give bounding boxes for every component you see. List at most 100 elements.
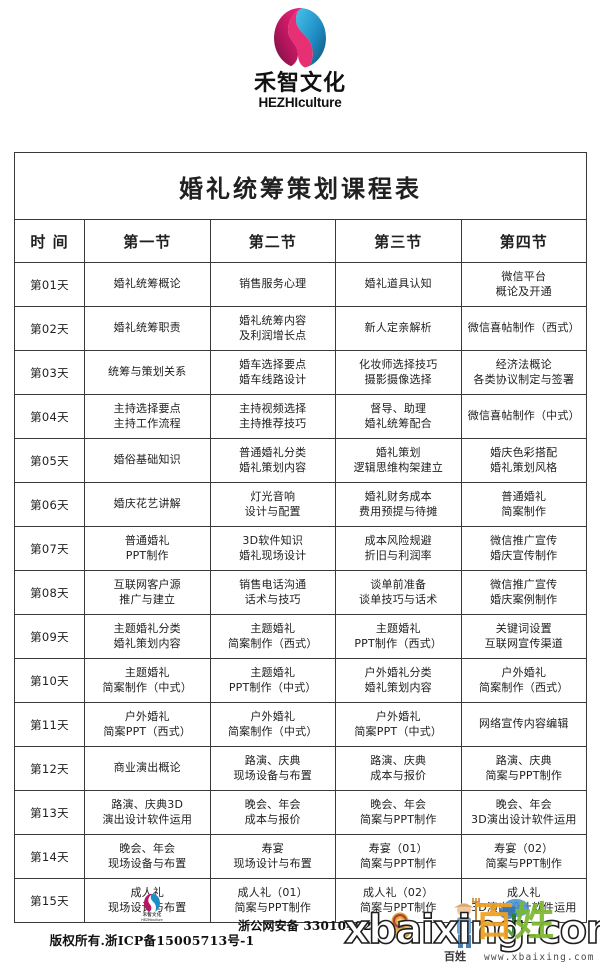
course-cell: 路演、庆典 成本与报价 [335, 746, 462, 791]
course-cell: 销售服务心理 [209, 262, 336, 307]
table-row: 第01天 婚礼统筹概论 销售服务心理 婚礼道具认知 微信平台 概论及开通 [14, 262, 588, 307]
day-label: 第02天 [14, 306, 85, 351]
day-label: 第09天 [14, 614, 85, 659]
course-cell: 晚会、年会 3D演出设计软件运用 [460, 790, 588, 835]
course-cell: 路演、庆典 现场设备与布置 [209, 746, 336, 791]
course-cell: 婚庆色彩搭配 婚礼策划风格 [460, 438, 588, 483]
course-cell: 化妆师选择技巧 摄影摄像选择 [335, 350, 462, 395]
brand-name-en: HEZHIculture [258, 95, 342, 111]
day-label: 第05天 [14, 438, 85, 483]
course-cell: 晚会、年会 简案与PPT制作 [335, 790, 462, 835]
table-header-row: 时 间 第一节 第二节 第三节 第四节 [14, 219, 588, 263]
day-label: 第07天 [14, 526, 85, 571]
course-cell: 婚庆花艺讲解 [84, 482, 211, 527]
course-cell: 婚礼道具认知 [335, 262, 462, 307]
course-cell: 婚车选择要点 婚车线路设计 [209, 350, 336, 395]
course-cell: 销售电话沟通 话术与技巧 [209, 570, 336, 615]
course-cell: 商业演出概论 [84, 746, 211, 791]
course-cell: 普通婚礼 PPT制作 [84, 526, 211, 571]
course-cell: 谈单前准备 谈单技巧与话术 [335, 570, 462, 615]
day-label: 第08天 [14, 570, 85, 615]
footer-beian-block[interactable]: 浙公网安备 330104020 [238, 910, 414, 940]
table-row: 第14天 晚会、年会 现场设备与布置 寿宴 现场设计与布置 寿宴（01） 简案与… [14, 834, 588, 879]
day-label: 第04天 [14, 394, 85, 439]
course-cell: 普通婚礼 简案制作 [460, 482, 588, 527]
course-cell: 路演、庆典3D 演出设计软件运用 [84, 790, 211, 835]
course-cell: 户外婚礼分类 婚礼策划内容 [335, 658, 462, 703]
course-cell: 婚礼策划 逻辑思维构架建立 [335, 438, 462, 483]
course-cell: 主题婚礼 PPT制作（中式） [209, 658, 336, 703]
brand-name-cn: 禾智文化 [253, 71, 346, 96]
course-cell: 3D软件知识 婚礼现场设计 [209, 526, 336, 571]
footer-logo-name-en: HEZHIculture [141, 917, 163, 922]
course-cell: 路演、庆典 简案与PPT制作 [460, 746, 588, 791]
table-row: 第07天 普通婚礼 PPT制作 3D软件知识 婚礼现场设计 成本风险规避 折旧与… [14, 526, 588, 571]
police-badge-icon [389, 912, 412, 939]
copyright-text: 版权所有.浙ICP备15005713号-1 [49, 932, 255, 948]
day-label: 第11天 [14, 702, 85, 747]
course-cell: 主题婚礼 简案制作（西式） [209, 614, 336, 659]
day-label: 第03天 [14, 350, 85, 395]
course-cell: 户外婚礼 简案PPT（中式） [335, 702, 462, 747]
hezhi-sphere-logo-icon [274, 8, 326, 68]
table-row: 第13天 路演、庆典3D 演出设计软件运用 晚会、年会 成本与报价 晚会、年会 … [14, 790, 588, 835]
course-cell: 寿宴 现场设计与布置 [209, 834, 336, 879]
course-cell: 户外婚礼 简案PPT（西式） [84, 702, 211, 747]
table-row: 第09天 主题婚礼分类 婚礼策划内容 主题婚礼 简案制作（西式） 主题婚礼 PP… [14, 614, 588, 659]
table-row: 第08天 互联网客户源 推广与建立 销售电话沟通 话术与技巧 谈单前准备 谈单技… [14, 570, 588, 615]
table-row: 第10天 主题婚礼 简案制作（中式） 主题婚礼 PPT制作（中式） 户外婚礼分类… [14, 658, 588, 703]
brand-header: 禾智文化 HEZHIculture [0, 0, 600, 110]
course-cell: 普通婚礼分类 婚礼策划内容 [209, 438, 336, 483]
table-row: 第06天 婚庆花艺讲解 灯光音响 设计与配置 婚礼财务成本 费用预提与待摊 普通… [14, 482, 588, 527]
course-cell: 婚礼财务成本 费用预提与待摊 [335, 482, 462, 527]
course-cell: 新人定亲解析 [335, 306, 462, 351]
course-cell: 督导、助理 婚礼统筹配合 [335, 394, 462, 439]
course-cell: 主持视频选择 主持推荐技巧 [209, 394, 336, 439]
course-cell: 主题婚礼 简案制作（中式） [84, 658, 211, 703]
course-cell: 经济法概论 各类协议制定与签署 [460, 350, 588, 395]
table-row: 第11天 户外婚礼 简案PPT（西式） 户外婚礼 简案制作（中式） 户外婚礼 简… [14, 702, 588, 747]
table-row: 第03天 统筹与策划关系 婚车选择要点 婚车线路设计 化妆师选择技巧 摄影摄像选… [14, 350, 588, 395]
course-cell: 主题婚礼 PPT制作（西式） [335, 614, 462, 659]
day-label: 第13天 [14, 790, 85, 835]
column-header-period3: 第三节 [335, 219, 462, 263]
day-label: 第12天 [14, 746, 85, 791]
course-cell: 户外婚礼 简案制作（西式） [460, 658, 588, 703]
course-cell: 互联网客户源 推广与建立 [84, 570, 211, 615]
course-cell: 微信平台 概论及开通 [460, 262, 588, 307]
course-cell: 婚礼统筹内容 及利润增长点 [209, 306, 336, 351]
day-label: 第14天 [14, 834, 85, 879]
course-cell: 微信推广宣传 婚庆案例制作 [460, 570, 588, 615]
day-label: 第06天 [14, 482, 85, 527]
course-cell: 婚俗基础知识 [84, 438, 211, 483]
course-cell: 晚会、年会 成本与报价 [209, 790, 336, 835]
course-cell: 寿宴（02） 简案与PPT制作 [460, 834, 588, 879]
schedule-table-container: 婚礼统筹策划课程表 时 间 第一节 第二节 第三节 第四节 第01天 婚礼统筹概… [13, 152, 588, 923]
table-row: 第05天 婚俗基础知识 普通婚礼分类 婚礼策划内容 婚礼策划 逻辑思维构架建立 … [14, 438, 588, 483]
table-row: 第12天 商业演出概论 路演、庆典 现场设备与布置 路演、庆典 成本与报价 路演… [14, 746, 588, 791]
day-label: 第10天 [14, 658, 85, 703]
table-row: 第04天 主持选择要点 主持工作流程 主持视频选择 主持推荐技巧 督导、助理 婚… [14, 394, 588, 439]
course-cell: 婚礼统筹概论 [84, 262, 211, 307]
course-cell: 微信喜帖制作（西式） [460, 306, 588, 351]
beian-text: 浙公网安备 330104020 [238, 918, 381, 933]
page-title: 婚礼统筹策划课程表 [13, 152, 588, 220]
day-label: 第15天 [14, 878, 85, 923]
course-cell: 户外婚礼 简案制作（中式） [209, 702, 336, 747]
footer-copyright-block: 禾智文化 HEZHIculture 版权所有.浙ICP备15005713号-1 [32, 892, 272, 949]
footer-logo-name-cn: 禾智文化 [142, 913, 162, 918]
course-cell: 成人礼（01） 简案与PPT制作 [209, 878, 336, 923]
course-cell: 统筹与策划关系 [84, 350, 211, 395]
course-cell: 灯光音响 设计与配置 [209, 482, 336, 527]
course-cell: 微信推广宣传 婚庆宣传制作 [460, 526, 588, 571]
course-cell: 微信喜帖制作（中式） [460, 394, 588, 439]
column-header-period1: 第一节 [84, 219, 211, 263]
course-schedule-table: 婚礼统筹策划课程表 时 间 第一节 第二节 第三节 第四节 第01天 婚礼统筹概… [13, 152, 588, 923]
course-cell: 主持选择要点 主持工作流程 [84, 394, 211, 439]
column-header-period2: 第二节 [209, 219, 336, 263]
course-cell: 寿宴（01） 简案与PPT制作 [335, 834, 462, 879]
course-cell: 网络宣传内容编辑 [460, 702, 588, 747]
column-header-period4: 第四节 [460, 219, 588, 263]
day-label: 第01天 [14, 262, 85, 307]
course-cell: 关键词设置 互联网宣传渠道 [460, 614, 588, 659]
